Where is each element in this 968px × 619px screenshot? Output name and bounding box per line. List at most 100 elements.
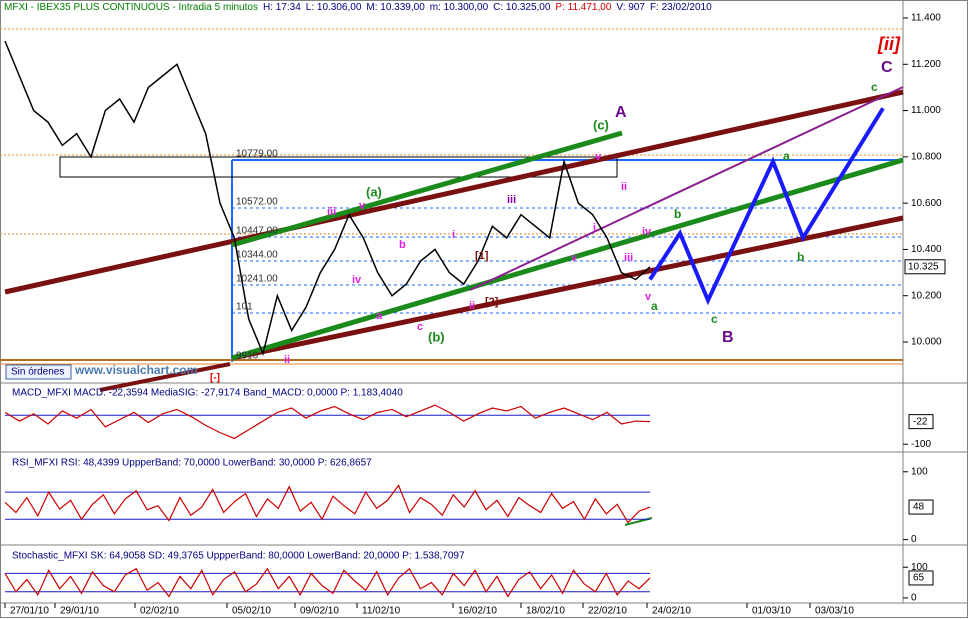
wave-label: [ii]	[877, 34, 901, 54]
x-tick-label: 18/02/10	[526, 606, 565, 617]
current-label: -22	[913, 416, 928, 427]
wave-label: a	[651, 299, 658, 313]
y-tick-label: 100	[911, 562, 928, 573]
trend-line	[469, 86, 904, 291]
wave-label: ii	[284, 354, 290, 366]
x-tick-label: 22/02/10	[588, 606, 627, 617]
indicator-header: Stochastic_MFXI SK: 64,9058 SD: 49,3765 …	[12, 551, 465, 562]
indicator-header: MACD_MFXI MACD: -22,3594 MediaSIG: -27,9…	[12, 388, 403, 399]
x-tick-label: 02/02/10	[140, 606, 179, 617]
wave-label: v	[359, 200, 366, 212]
y-tick-label: 10.200	[911, 290, 942, 301]
wave-label: (c)	[593, 117, 609, 132]
wave-label: a	[376, 310, 383, 322]
wave-label: iv	[352, 274, 362, 286]
y-tick-label: 11.000	[911, 105, 941, 116]
trend-line	[231, 215, 904, 361]
y-tick-label: -100	[911, 439, 931, 450]
header-item: F: 23/02/2010	[650, 2, 712, 13]
level-label: 101	[236, 302, 253, 313]
wave-label: iii	[507, 194, 516, 206]
indicator-header: RSI_MFXI RSI: 48,4399 UppperBand: 70,000…	[12, 458, 372, 469]
y-tick-label: 10.800	[911, 151, 942, 162]
projection-line	[648, 107, 885, 306]
x-tick-label: 24/02/10	[652, 606, 691, 617]
wave-label: iii	[327, 206, 336, 218]
y-tick-label: 10.400	[911, 244, 942, 255]
trend-line	[99, 362, 231, 392]
wave-label: c	[711, 312, 718, 326]
x-tick-label: 09/02/10	[300, 606, 339, 617]
wave-label: [2]	[485, 296, 499, 308]
wave-label: A	[615, 104, 627, 121]
header-item: MFXI - IBEX35 PLUS CONTINUOUS - Intradia…	[4, 2, 258, 13]
header-item: P: 11.471,00	[555, 2, 611, 13]
level-label: 10779.00	[236, 149, 278, 160]
y-tick-label: 10.600	[911, 198, 942, 209]
wave-label: (a)	[366, 184, 382, 199]
y-tick-label: 11.200	[911, 59, 941, 70]
y-tick-label: 11.400	[911, 13, 941, 24]
header-bg	[1, 1, 771, 14]
header-item: L: 10.306,00	[306, 2, 362, 13]
y-tick-label: 10.000	[911, 337, 942, 348]
trend-line	[4, 89, 904, 295]
x-tick-label: 11/02/10	[362, 606, 401, 617]
current-box	[908, 414, 934, 430]
level-label: 9910	[236, 351, 259, 362]
wave-label: C	[881, 59, 893, 76]
current-label: 65	[913, 573, 925, 584]
wave-label: i	[452, 229, 455, 241]
header: MFXI - IBEX35 PLUS CONTINUOUS - Intradia…	[4, 2, 712, 13]
wave-label: B	[722, 329, 734, 346]
x-tick-label: 29/01/10	[60, 606, 99, 617]
wave-label: ii	[469, 300, 475, 312]
header-item: V: 907	[616, 2, 645, 13]
wave-label: i	[593, 222, 596, 234]
wave-label: v	[595, 151, 602, 163]
wave-label: c	[417, 321, 423, 333]
marker: [-]	[210, 373, 220, 384]
wave-label: b	[797, 250, 804, 264]
website: www.visualchart.com	[74, 363, 197, 377]
header-item: H: 17:34	[263, 2, 301, 13]
trend-line	[231, 130, 623, 248]
x-tick-label: 27/01/10	[10, 606, 49, 617]
current-box	[908, 570, 934, 586]
indicator-line	[4, 404, 651, 440]
wave-label: v	[645, 291, 652, 303]
y-tick-label: 0	[911, 593, 917, 604]
wave-label: iv	[642, 226, 652, 238]
level-label: 10572.00	[236, 197, 278, 208]
wave-label: (b)	[428, 329, 445, 344]
orders-box	[5, 364, 72, 380]
price-label: 10.325	[908, 261, 939, 272]
wave-label: c	[871, 80, 878, 94]
header-item: C: 10.325,00	[493, 2, 551, 13]
wave-label: iii	[624, 252, 633, 264]
wave-label: [1]	[475, 250, 489, 262]
indicator-line	[4, 484, 651, 524]
header-item: M: 10.339,00	[366, 2, 425, 13]
header-item: m: 10.300,00	[430, 2, 489, 13]
price-box	[904, 259, 946, 275]
wave-label: ii	[621, 181, 627, 193]
orders: Sin órdenes	[11, 367, 64, 378]
x-tick-label: 01/03/10	[752, 606, 791, 617]
price-line	[4, 40, 651, 356]
level-label: 10447.00	[236, 226, 278, 237]
x-tick-label: 05/02/10	[232, 606, 271, 617]
wave-label: b	[674, 207, 681, 221]
indicator-line	[4, 567, 651, 598]
x-tick-label: 16/02/10	[458, 606, 497, 617]
wave-label: v	[571, 252, 578, 264]
current-label: 48	[913, 502, 925, 513]
wave-label: b	[399, 239, 406, 251]
y-tick-label: 100	[911, 466, 928, 477]
range-box	[59, 156, 618, 178]
trend-line	[231, 157, 904, 361]
level-label: 10241.00	[236, 274, 278, 285]
x-tick-label: 03/03/10	[815, 606, 854, 617]
